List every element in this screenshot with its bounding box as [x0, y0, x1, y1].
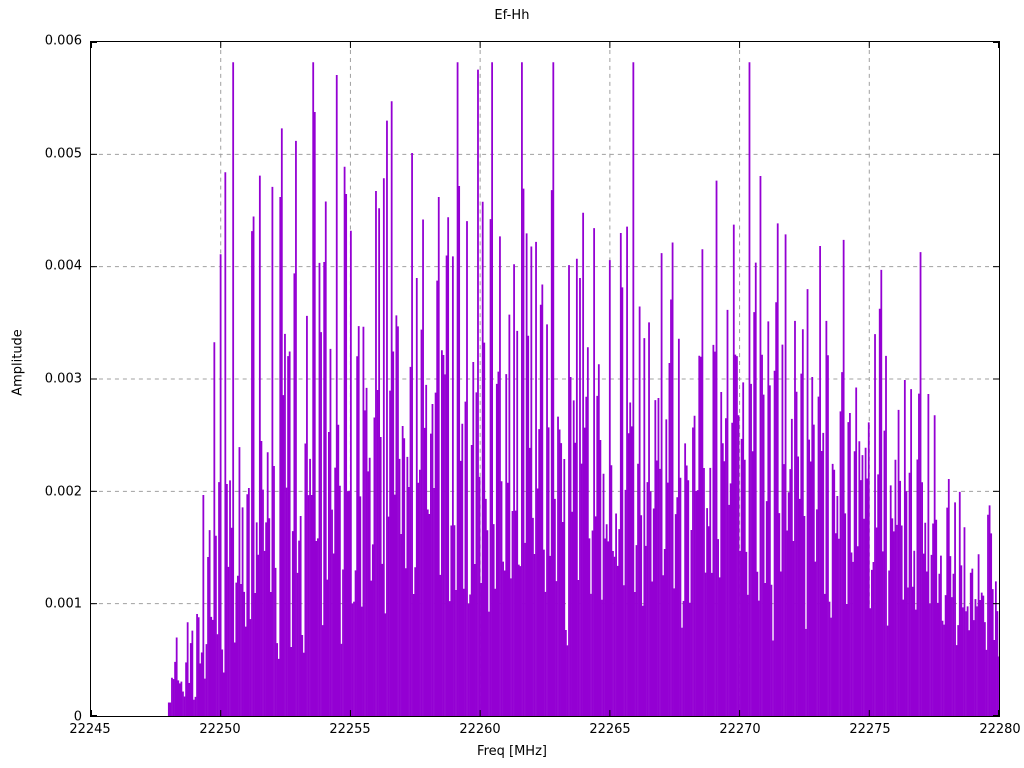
x-tick-label: 22275 — [849, 722, 891, 737]
x-tick-label: 22250 — [199, 722, 241, 737]
y-tick-label: 0.004 — [44, 258, 82, 274]
y-tick-label: 0.006 — [44, 33, 82, 49]
x-tick-label: 22265 — [589, 722, 631, 737]
y-axis-tick-labels: 0 0.001 0.002 0.003 0.004 0.005 0.006 — [0, 34, 82, 725]
x-tick-label: 22280 — [979, 722, 1021, 737]
y-tick-label: 0 — [73, 709, 82, 725]
spectrum-impulse-series — [167, 62, 999, 716]
y-axis-title: Amplitude — [10, 329, 26, 396]
plot-area — [90, 41, 1000, 717]
x-tick-label: 22270 — [719, 722, 761, 737]
y-tick-label: 0.001 — [44, 596, 82, 612]
x-tick-label: 22245 — [69, 722, 111, 737]
x-tick-label: 22255 — [329, 722, 371, 737]
x-tick-label: 22260 — [459, 722, 501, 737]
chart-title: Ef-Hh — [494, 8, 530, 23]
x-axis-title: Freq [MHz] — [477, 744, 547, 759]
y-tick-label: 0.003 — [44, 371, 82, 387]
y-tick-label: 0.002 — [44, 484, 82, 500]
x-axis-tick-labels: 22245 22250 22255 22260 22265 22270 22275 22280 — [69, 722, 1020, 742]
y-tick-label: 0.005 — [44, 146, 82, 162]
axis-ticks — [91, 42, 999, 716]
